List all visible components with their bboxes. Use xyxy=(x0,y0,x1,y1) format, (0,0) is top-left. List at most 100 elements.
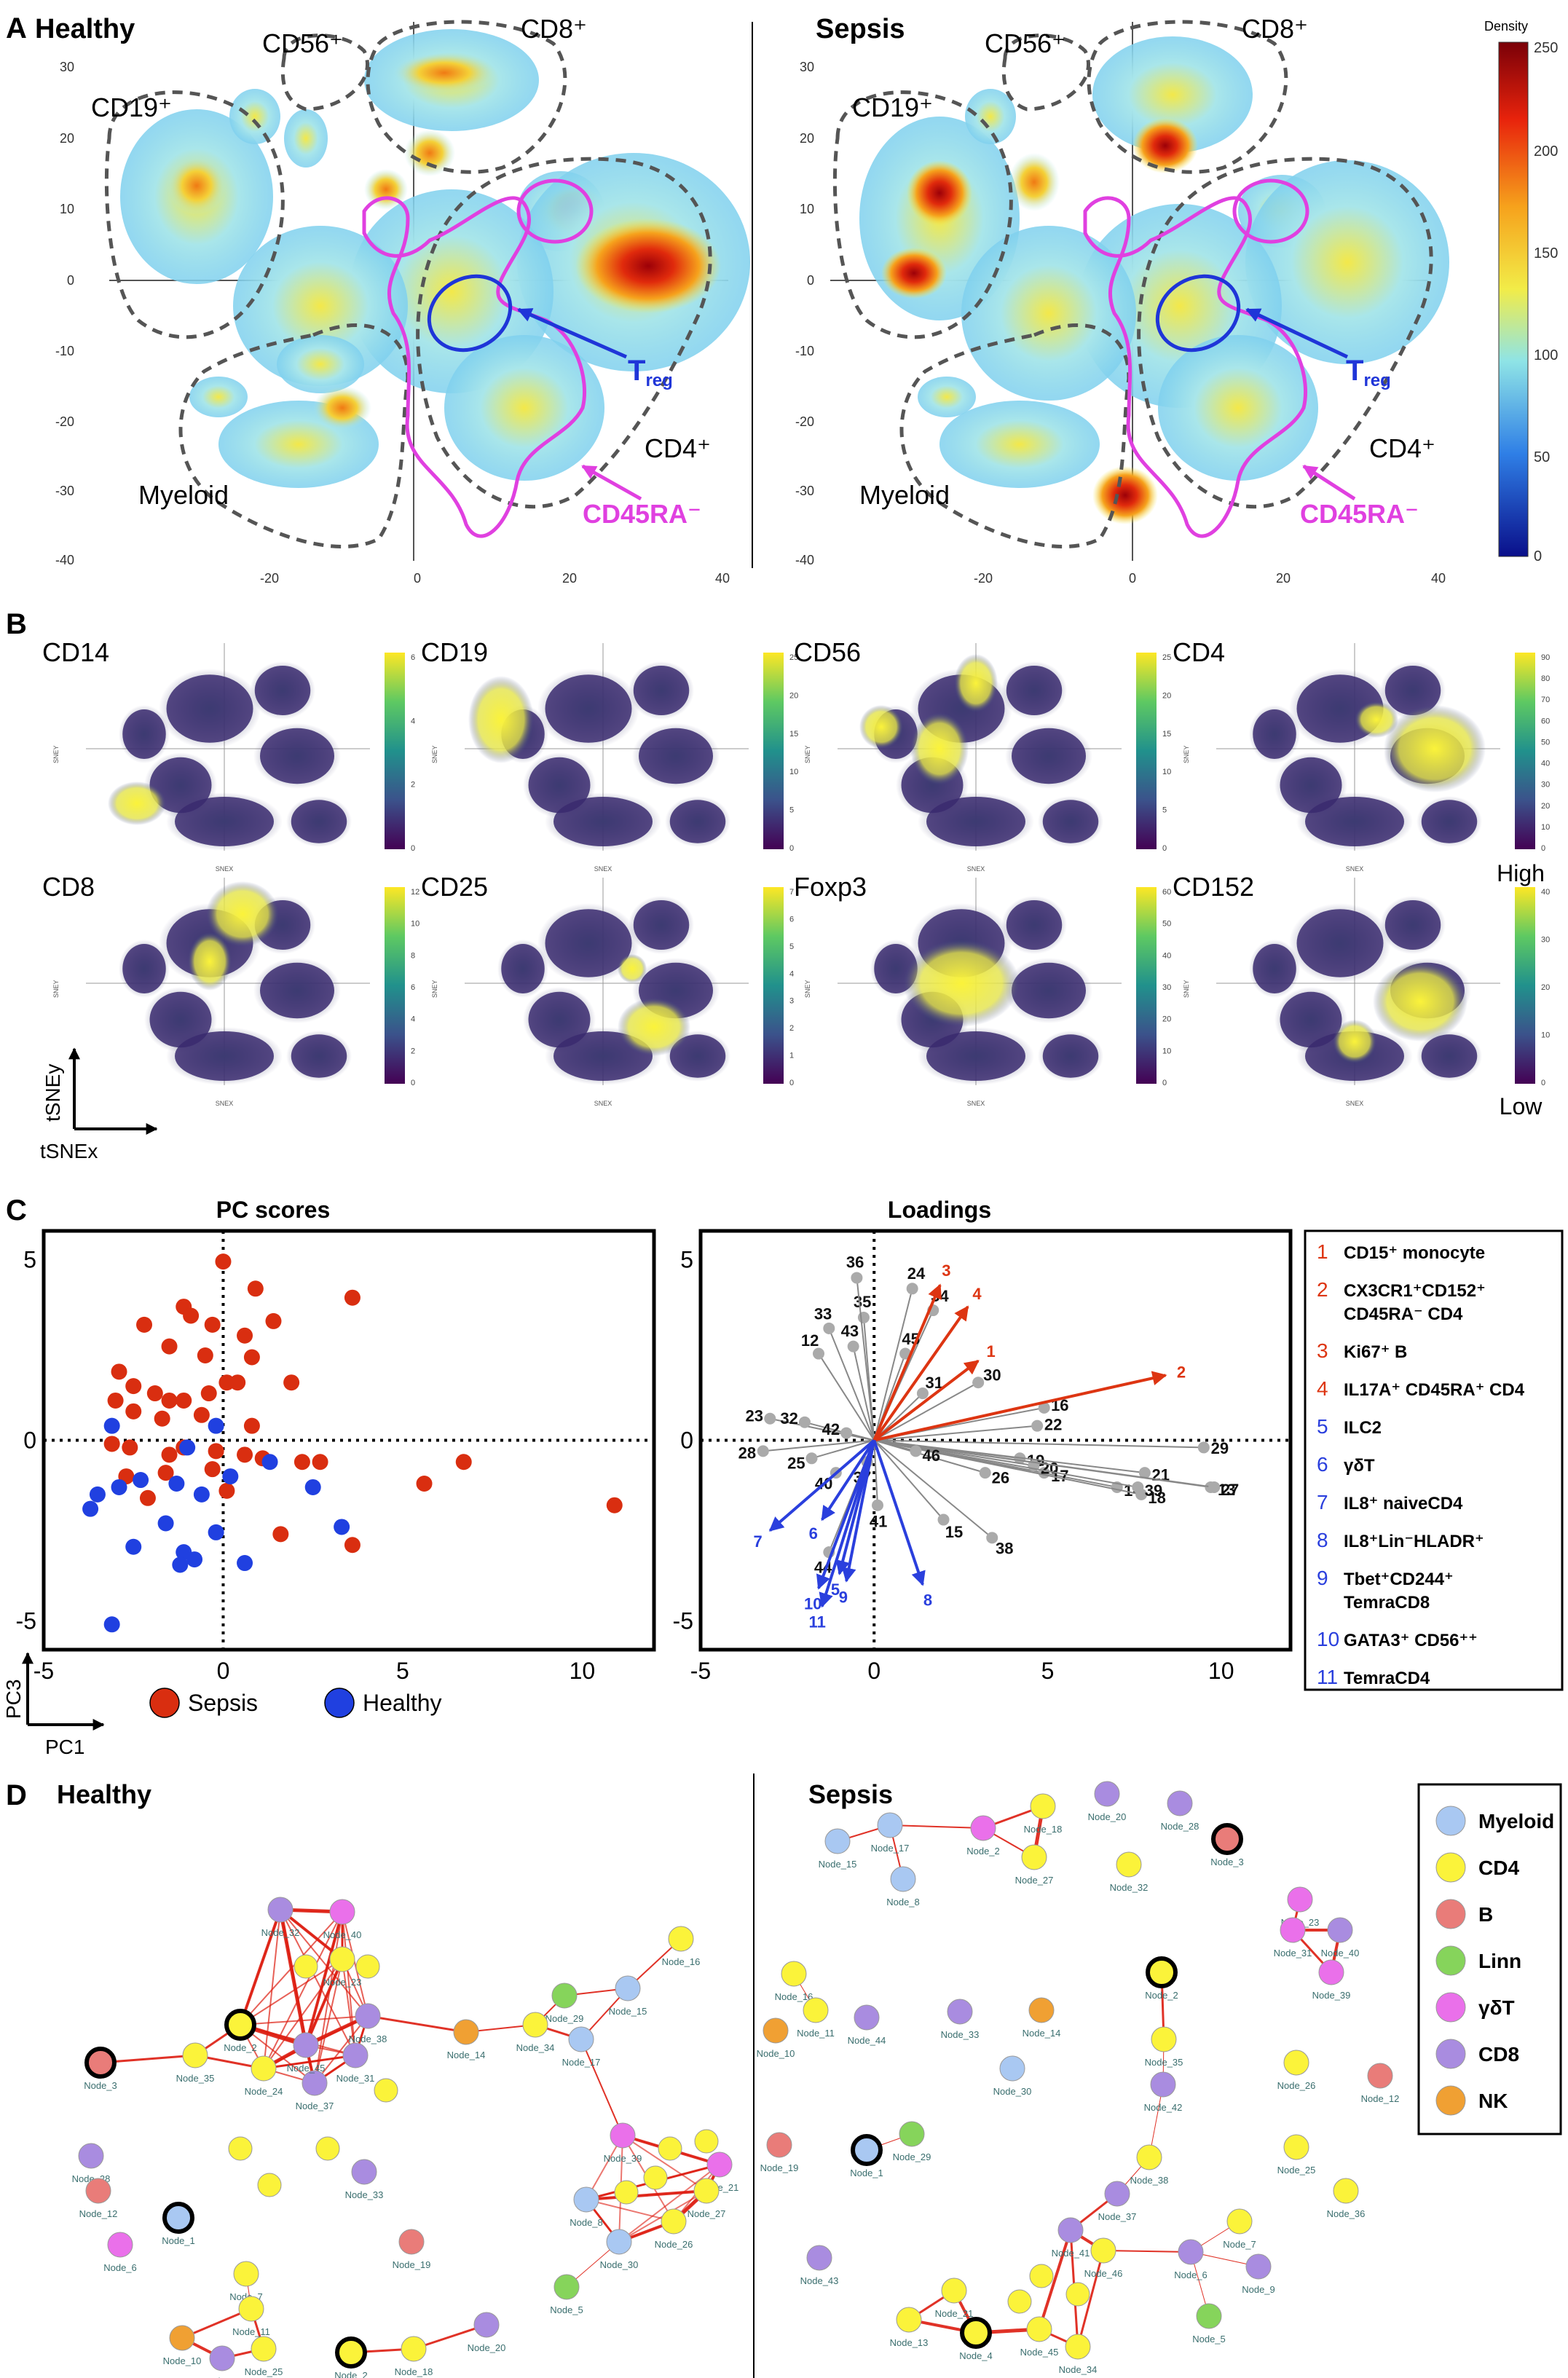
network-node-label: Node_2 xyxy=(1145,1990,1178,2001)
marker-colorbar-tick: 10 xyxy=(1541,1031,1550,1040)
label-treg-healthy: Treg xyxy=(628,355,673,390)
network-node-label: Node_14 xyxy=(1023,2028,1061,2039)
network-node-node-37 xyxy=(1104,2181,1130,2207)
network-legend-marker-b xyxy=(1435,1899,1466,1929)
panel-a: A Healthy 30 20 10 0 -10 -20 -30 -40 -20… xyxy=(6,12,1558,586)
marker-panel-cd25: CD25 SNEX SNEY 7 6 5 4 3 2 1 0 xyxy=(421,872,794,1107)
network-node-label: Node_2 xyxy=(224,2042,257,2053)
marker-colorbar-tick: 20 xyxy=(789,691,798,700)
marker-colorbar-tick: 20 xyxy=(1162,1015,1171,1024)
cd45ra-arrow-healthy xyxy=(581,464,642,501)
network-node-node-4 xyxy=(960,2317,992,2349)
network-node xyxy=(257,2173,282,2197)
network-legend-marker-nk xyxy=(1435,2085,1466,2116)
score-point-sepsis xyxy=(283,1374,300,1391)
marker-x-label: SNEX xyxy=(967,1100,985,1107)
loading-label-46: 46 xyxy=(922,1446,939,1465)
svg-text:-30: -30 xyxy=(55,484,74,498)
score-point-sepsis xyxy=(455,1454,472,1470)
marker-colorbar-tick: 4 xyxy=(411,717,415,725)
network-node-label: Node_7 xyxy=(1223,2239,1256,2250)
network-node-label: Node_35 xyxy=(1145,2057,1183,2068)
network-node-node-29 xyxy=(551,1983,578,2009)
loading-point-32 xyxy=(798,1416,811,1428)
svg-text:-20: -20 xyxy=(55,414,74,429)
score-point-sepsis xyxy=(107,1392,124,1409)
network-node-label: Node_32 xyxy=(261,1927,300,1938)
marker-x-label: SNEX xyxy=(1346,865,1364,873)
loading-point-36 xyxy=(851,1272,863,1284)
network-node-node-35 xyxy=(1151,2026,1177,2052)
score-point-healthy xyxy=(111,1479,127,1495)
network-node-node-2x xyxy=(224,2009,256,2041)
loading-label-1: 1 xyxy=(987,1342,996,1361)
loading-label-41: 41 xyxy=(870,1513,887,1531)
loading-point-12 xyxy=(813,1347,824,1360)
population-contours-healthy xyxy=(104,20,712,548)
network-node-node-31 xyxy=(342,2042,369,2068)
network-node-label: Node_17 xyxy=(562,2057,601,2068)
svg-text:0: 0 xyxy=(1129,571,1136,586)
marker-title: CD8 xyxy=(42,872,95,902)
network-node-node-3 xyxy=(84,2047,117,2079)
loadings-legend: 1 CD15⁺ monocyte 2 CX3CR1⁺CD152⁺ CD45RA⁻ CD4… xyxy=(1304,1229,1564,1691)
network-node-label: Node_25 xyxy=(1277,2165,1316,2176)
network-node-label: Node_46 xyxy=(1084,2268,1123,2279)
loading-vector-38 xyxy=(873,1439,993,1539)
svg-text:-20: -20 xyxy=(974,571,993,586)
loading-label-32: 32 xyxy=(780,1409,797,1428)
network-node-label: Node_38 xyxy=(1130,2175,1169,2186)
network-node-label: Node_29 xyxy=(893,2151,931,2162)
marker-colorbar-tick: 50 xyxy=(1162,920,1171,929)
svg-text:5: 5 xyxy=(680,1247,693,1273)
loading-vector-36 xyxy=(854,1277,875,1441)
network-node-label: Node_26 xyxy=(1277,2080,1316,2091)
network-node-label: Node_4 xyxy=(959,2350,993,2361)
score-point-sepsis xyxy=(243,1349,260,1366)
network-node-label: Node_37 xyxy=(296,2101,334,2111)
network-node-node-23 xyxy=(329,1946,355,1972)
marker-colorbar-tick: 0 xyxy=(1162,1079,1167,1087)
score-point-healthy xyxy=(172,1556,189,1573)
score-point-healthy xyxy=(168,1475,185,1492)
network-node-label: Node_19 xyxy=(760,2162,799,2173)
marker-colorbar-tick: 12 xyxy=(411,888,419,897)
network-node-node-18 xyxy=(401,2336,427,2362)
loading-label-33: 33 xyxy=(814,1304,832,1323)
network-node-label: Node_10 xyxy=(163,2355,202,2366)
cd45ra-ellipse-healthy xyxy=(516,178,594,244)
legend-item-text-6: γδT xyxy=(1344,1456,1375,1476)
legend-item-number-5: 5 xyxy=(1317,1415,1328,1438)
label-cd8-healthy: CD8⁺ xyxy=(521,14,587,44)
marker-colorbar-tick: 60 xyxy=(1541,717,1550,725)
network-healthy-nodes: Node_3 Node_35 Node_24 Node_37 Node_31 Node_3… xyxy=(72,1897,738,2378)
marker-colorbar-tick: 5 xyxy=(1162,806,1167,815)
network-node-label: Node_16 xyxy=(775,1991,813,2002)
network-node-label: Node_20 xyxy=(1088,1811,1127,1822)
tsne-xticks-healthy: -20 0 20 40 xyxy=(260,571,730,586)
network-node-node-38 xyxy=(1136,2144,1162,2170)
legend-item-number-1: 1 xyxy=(1317,1240,1328,1263)
network-edge xyxy=(263,2055,356,2069)
loading-label-11: 11 xyxy=(809,1613,826,1631)
network-node-node-3 xyxy=(1211,1823,1243,1855)
network-node-node-5 xyxy=(1196,2303,1222,2329)
marker-colorbar xyxy=(385,887,405,1084)
loading-point-46 xyxy=(910,1445,922,1457)
network-node-label: Node_34 xyxy=(1059,2364,1098,2375)
svg-text:250: 250 xyxy=(1534,40,1558,56)
svg-text:0: 0 xyxy=(67,273,74,288)
score-point-healthy xyxy=(222,1468,239,1485)
score-point-healthy xyxy=(334,1519,350,1535)
marker-colorbar-tick: 20 xyxy=(1162,691,1171,700)
legend-item-number-9: 9 xyxy=(1317,1567,1328,1589)
network-edge xyxy=(263,1909,281,2069)
loading-label-36: 36 xyxy=(846,1253,864,1272)
loading-vector-27 xyxy=(874,1439,1215,1489)
score-point-sepsis xyxy=(204,1316,221,1333)
network-edge xyxy=(1038,2229,1072,2330)
network-node-node-2 xyxy=(1146,1956,1178,1988)
network-node-node-1 xyxy=(851,2134,883,2166)
svg-text:0: 0 xyxy=(414,571,421,586)
tsney-label: tSNEy xyxy=(42,1064,64,1122)
